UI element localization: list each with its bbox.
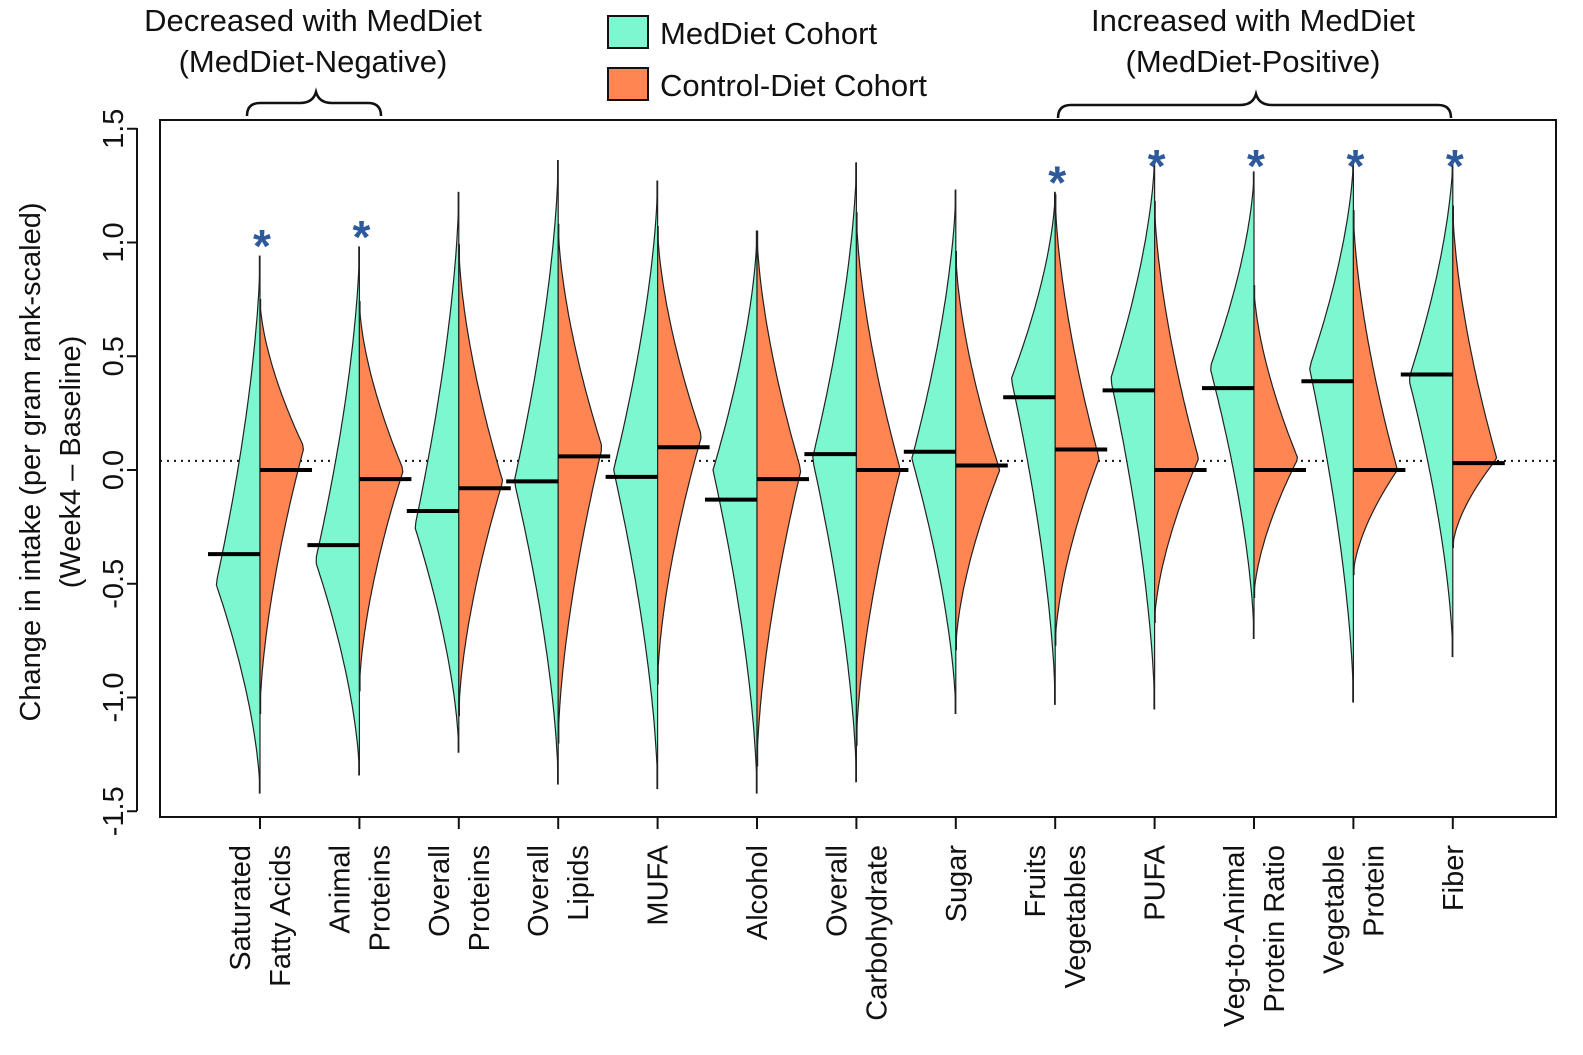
violin-control [259, 298, 305, 715]
violin-meddiet [414, 191, 460, 753]
y-tick-label: 1.5 [98, 109, 130, 149]
y-axis: -1.5 -1.0 -0.5 0.0 0.5 1.0 1.5 Change in intak… [15, 109, 138, 836]
violin-control [1253, 285, 1299, 598]
significance-star: * [253, 220, 271, 272]
significance-star: * [1247, 140, 1265, 192]
x-tick-label: Fiber [1438, 845, 1470, 911]
group-negative-brace [245, 87, 383, 117]
significance-star: * [1346, 140, 1364, 192]
group-annotation-positive: Increased with MedDiet (MedDiet-Positive… [1056, 3, 1453, 119]
violin-meddiet [1210, 171, 1255, 640]
significance-star: * [1446, 140, 1464, 192]
x-tick-label-line2: Proteins [464, 845, 496, 951]
plot-area: * * * * * * * [159, 119, 1557, 818]
significance-star: * [1148, 140, 1166, 192]
group-annotation-negative: Decreased with MedDiet (MedDiet-Negative… [144, 3, 482, 117]
x-tick-label-line2: Lipids [563, 845, 595, 921]
x-tick-label-line1: Animal [324, 845, 356, 934]
x-tick-label-line2: Fatty Acids [265, 845, 297, 987]
x-tick-label: PUFA [1140, 844, 1172, 920]
y-tick-label: -1.0 [98, 673, 130, 723]
legend-swatch-control [607, 67, 649, 101]
x-tick-label-line2: Protein Ratio [1259, 845, 1291, 1013]
legend: MedDiet Cohort Control-Diet Cohort [607, 15, 927, 103]
violin-control [1154, 200, 1199, 624]
x-tick-label-line2: Vegetables [1060, 845, 1092, 989]
x-tick-label: MUFA [643, 844, 675, 925]
violin-control [756, 230, 802, 767]
group-positive-brace [1056, 89, 1453, 119]
x-tick-label-line1: Overall [424, 845, 456, 937]
x-tick-label-line1: Saturated [225, 845, 257, 971]
violin-control [955, 251, 1001, 651]
x-tick-label-line2: Protein [1358, 845, 1390, 937]
x-axis: Saturated Fatty Acids Animal Proteins Overal… [225, 817, 1470, 1027]
violin-control [557, 223, 603, 744]
violin-meddiet [1010, 191, 1056, 705]
group-positive-subtitle: (MedDiet-Positive) [1126, 44, 1381, 79]
violin-meddiet [613, 180, 659, 790]
legend-label-meddiet: MedDiet Cohort [660, 16, 877, 51]
violin-meddiet [513, 160, 559, 785]
group-positive-title: Increased with MedDiet [1091, 3, 1415, 38]
x-tick-label: Sugar [941, 845, 973, 923]
x-tick-label-line1: Veg-to-Animal [1219, 845, 1251, 1027]
x-tick-label-line2: Carbohydrate [861, 845, 893, 1021]
legend-swatch-meddiet [607, 15, 649, 49]
significance-star: * [352, 211, 370, 263]
x-tick-label-line1: Vegetable [1318, 845, 1350, 974]
violin-control [1054, 194, 1100, 646]
violin-control [1352, 209, 1399, 576]
violin-meddiet [712, 230, 758, 794]
group-negative-title: Decreased with MedDiet [144, 3, 482, 38]
violin-meddiet [215, 255, 261, 794]
group-negative-subtitle: (MedDiet-Negative) [179, 44, 448, 79]
violin-control [855, 212, 901, 746]
legend-label-control: Control-Diet Cohort [660, 68, 927, 103]
x-tick-label: Alcohol [742, 845, 774, 940]
violin-control [458, 244, 504, 717]
violin-control [358, 300, 404, 692]
significance-star: * [1048, 156, 1066, 208]
x-tick-label-line2: Proteins [364, 845, 396, 951]
x-tick-label-line1: Fruits [1020, 845, 1052, 918]
plot-frame [159, 119, 1557, 818]
violin-meddiet [315, 246, 360, 776]
violin-meddiet [1309, 157, 1354, 703]
violin-meddiet [812, 162, 857, 783]
x-tick-label-line1: Overall [821, 845, 853, 937]
y-tick-label: -0.5 [98, 559, 130, 609]
y-tick-label: 0.5 [98, 336, 130, 376]
y-tick-label: 0.0 [98, 450, 130, 490]
violin-meddiet [1409, 157, 1454, 658]
x-tick-label-line1: Overall [523, 845, 555, 937]
y-axis-title-line1: Change in intake (per gram rank-scaled) [15, 202, 47, 721]
violin-control [1452, 205, 1498, 549]
violin-meddiet [1110, 155, 1156, 710]
violin-control [657, 225, 702, 685]
y-axis-title-line2: (Week4 – Baseline) [55, 336, 87, 589]
y-tick-label: -1.5 [98, 786, 130, 836]
y-tick-label: 1.0 [98, 222, 130, 262]
